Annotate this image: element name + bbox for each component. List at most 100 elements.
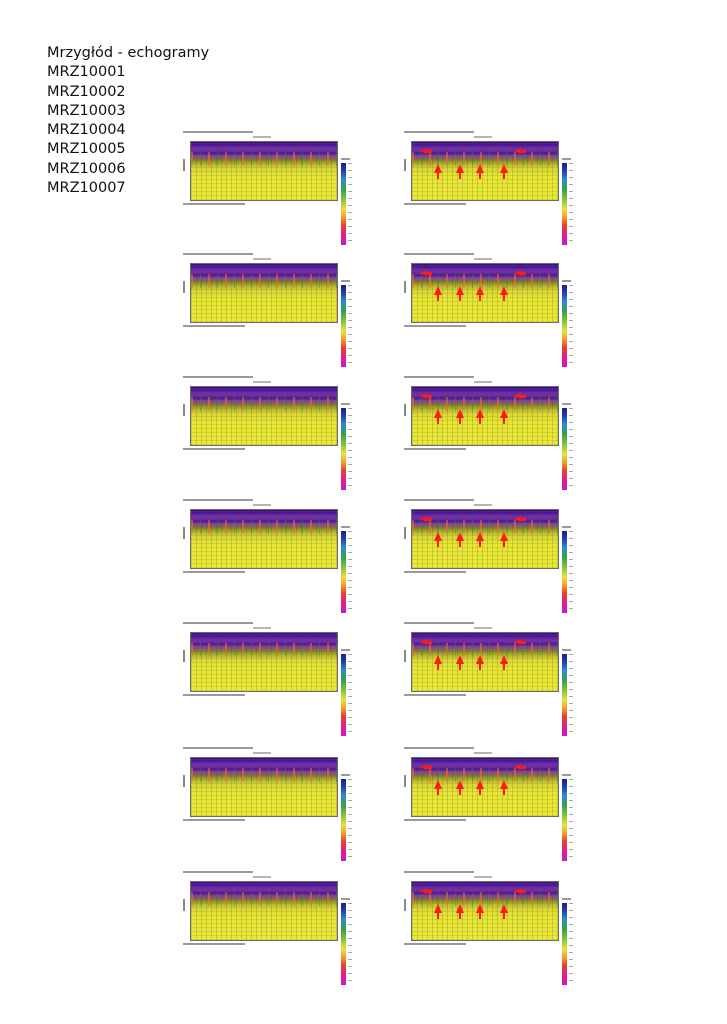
colorbar-ticks (348, 163, 352, 245)
colorbar-label (562, 280, 571, 282)
panel-footer (404, 819, 466, 821)
panel-subtitle (474, 258, 492, 260)
red-arrow-up-icon (456, 409, 464, 424)
colorbar-ticks (569, 903, 573, 985)
code-mrz10007: MRZ10007 (47, 180, 126, 197)
colorbar (562, 531, 567, 613)
colorbar (341, 779, 346, 861)
panel-footer (183, 694, 245, 696)
echogram-image (190, 757, 338, 817)
echogram-panel (183, 747, 358, 871)
panel-subtitle (253, 876, 271, 878)
echogram-panel (183, 871, 358, 995)
code-mrz10001: MRZ10001 (47, 64, 126, 81)
red-arrow-up-icon (476, 409, 484, 424)
panel-header (183, 871, 253, 873)
panel-footer (183, 819, 245, 821)
red-arrow-left-icon (420, 764, 432, 770)
panel-footer (404, 571, 466, 573)
colorbar-label (341, 158, 350, 160)
panel-subtitle (474, 876, 492, 878)
colorbar-label (562, 649, 571, 651)
colorbar (341, 531, 346, 613)
echogram-image (190, 141, 338, 201)
colorbar-label (341, 280, 350, 282)
panel-y-axis-label (183, 281, 185, 293)
panel-y-axis-label (183, 404, 185, 416)
red-arrow-up-icon (434, 532, 442, 547)
panel-header (404, 499, 474, 501)
panel-header (183, 131, 253, 133)
panel-subtitle (474, 504, 492, 506)
red-arrow-up-icon (476, 655, 484, 670)
panel-y-axis-label (183, 527, 185, 539)
colorbar (341, 285, 346, 367)
colorbar-ticks (569, 531, 573, 613)
red-arrow-up-icon (456, 286, 464, 301)
colorbar (562, 408, 567, 490)
colorbar (562, 654, 567, 736)
red-arrow-up-icon (500, 409, 508, 424)
echogram-panel (404, 871, 579, 995)
red-arrow-left-icon (514, 270, 526, 276)
colorbar-ticks (348, 285, 352, 367)
red-arrow-up-icon (500, 655, 508, 670)
panel-y-axis-label (404, 899, 406, 911)
red-arrow-up-icon (500, 164, 508, 179)
echogram-panel (404, 622, 579, 746)
echogram-image (411, 509, 559, 569)
red-arrow-up-icon (434, 655, 442, 670)
echogram-image (190, 632, 338, 692)
panel-subtitle (253, 504, 271, 506)
red-arrow-up-icon (500, 780, 508, 795)
colorbar (341, 654, 346, 736)
panel-header (183, 622, 253, 624)
red-arrow-up-icon (476, 904, 484, 919)
colorbar (562, 903, 567, 985)
red-arrow-left-icon (420, 270, 432, 276)
colorbar-label (341, 403, 350, 405)
colorbar-ticks (569, 408, 573, 490)
echogram-image (190, 881, 338, 941)
red-arrow-left-icon (420, 148, 432, 154)
echogram-image (190, 263, 338, 323)
echogram-panel (183, 499, 358, 623)
red-arrow-left-icon (514, 393, 526, 399)
red-arrow-up-icon (434, 286, 442, 301)
colorbar-ticks (348, 531, 352, 613)
echogram-panel (183, 131, 358, 255)
red-arrow-up-icon (456, 655, 464, 670)
panel-footer (183, 448, 245, 450)
panel-footer (183, 943, 245, 945)
code-mrz10004: MRZ10004 (47, 122, 126, 139)
echogram-panel (404, 131, 579, 255)
code-mrz10002: MRZ10002 (47, 83, 126, 100)
panel-y-axis-label (404, 527, 406, 539)
panel-subtitle (474, 627, 492, 629)
colorbar (341, 903, 346, 985)
panel-header (404, 131, 474, 133)
colorbar-label (562, 774, 571, 776)
colorbar-ticks (348, 903, 352, 985)
red-arrow-up-icon (456, 164, 464, 179)
red-arrow-left-icon (514, 516, 526, 522)
echogram-image (190, 509, 338, 569)
panel-header (404, 747, 474, 749)
panel-y-axis-label (183, 899, 185, 911)
code-mrz10006: MRZ10006 (47, 160, 126, 177)
red-arrow-left-icon (420, 888, 432, 894)
red-arrow-up-icon (476, 164, 484, 179)
red-arrow-left-icon (514, 888, 526, 894)
echogram-panel (183, 376, 358, 500)
red-arrow-left-icon (420, 639, 432, 645)
panel-subtitle (474, 381, 492, 383)
red-arrow-left-icon (514, 148, 526, 154)
echogram-panel (404, 499, 579, 623)
red-arrow-up-icon (476, 532, 484, 547)
panel-header (404, 376, 474, 378)
colorbar-ticks (348, 408, 352, 490)
panel-footer (404, 694, 466, 696)
colorbar-ticks (569, 163, 573, 245)
red-arrow-up-icon (500, 532, 508, 547)
panel-subtitle (474, 136, 492, 138)
